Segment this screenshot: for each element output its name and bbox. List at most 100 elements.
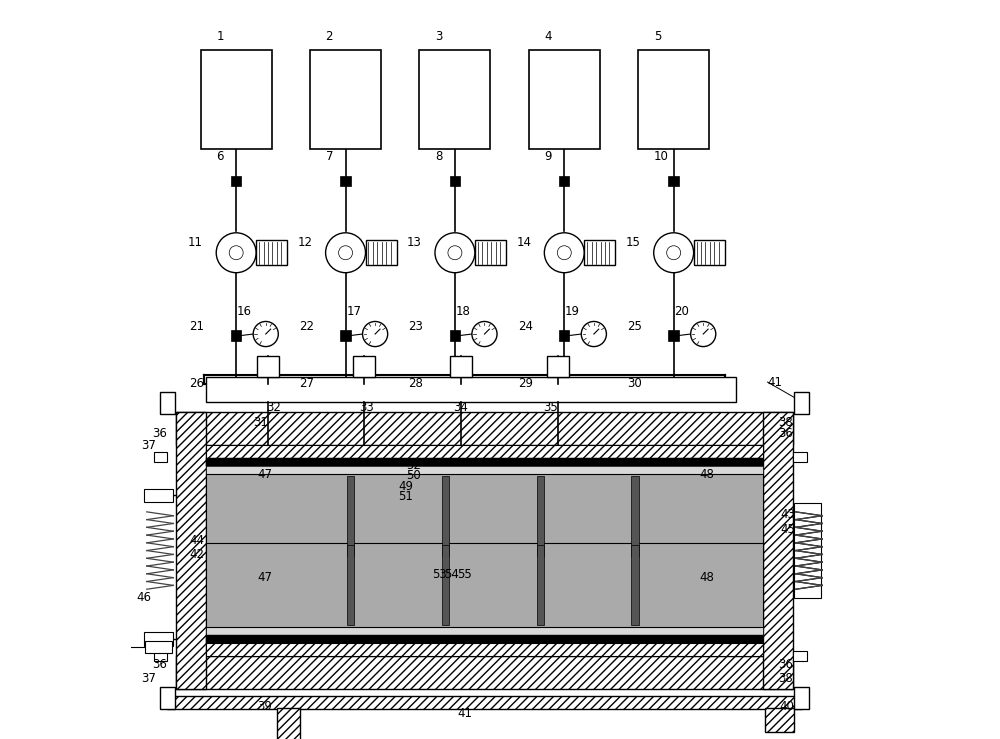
Bar	[256, 240, 287, 265]
Bar	[340, 330, 351, 341]
Text: 49: 49	[398, 480, 413, 493]
Circle shape	[113, 653, 117, 657]
Text: 42: 42	[190, 548, 205, 561]
Bar	[353, 356, 375, 377]
Text: 43: 43	[781, 508, 796, 521]
Text: 31: 31	[253, 416, 268, 429]
Bar	[206, 635, 763, 643]
Bar	[206, 458, 763, 466]
Bar	[694, 240, 725, 265]
Text: 24: 24	[518, 320, 533, 333]
Text: 17: 17	[346, 305, 361, 319]
Bar	[206, 627, 763, 635]
Circle shape	[691, 321, 716, 347]
Bar	[176, 656, 793, 689]
Bar	[793, 452, 807, 462]
Bar	[206, 466, 763, 474]
Text: 37: 37	[141, 439, 156, 452]
Bar	[144, 633, 173, 646]
Bar	[154, 452, 167, 462]
Text: 39: 39	[258, 700, 272, 713]
Text: 19: 19	[565, 305, 580, 319]
Bar	[167, 696, 802, 709]
Bar	[763, 412, 793, 689]
Text: 50: 50	[406, 469, 421, 482]
Text: 18: 18	[456, 305, 471, 319]
Text: 46: 46	[136, 590, 151, 604]
Bar	[277, 708, 300, 739]
Bar	[176, 412, 793, 445]
Text: 25: 25	[627, 320, 642, 333]
Text: 33: 33	[360, 401, 374, 415]
Text: 27: 27	[299, 377, 314, 390]
Bar	[765, 708, 794, 732]
Bar	[442, 476, 449, 556]
Bar	[442, 545, 449, 625]
Text: 1: 1	[216, 30, 224, 44]
Bar	[450, 356, 472, 377]
Text: 34: 34	[453, 401, 468, 415]
Circle shape	[654, 233, 694, 273]
Circle shape	[86, 653, 91, 657]
Text: 22: 22	[299, 320, 314, 333]
Circle shape	[93, 653, 97, 657]
Text: 15: 15	[626, 236, 641, 249]
Text: 14: 14	[516, 236, 531, 249]
Bar	[584, 240, 615, 265]
Bar	[793, 651, 807, 661]
Text: 23: 23	[408, 320, 423, 333]
Text: 20: 20	[674, 305, 689, 319]
Bar	[537, 545, 544, 625]
Bar	[668, 176, 679, 186]
Bar	[206, 543, 763, 627]
Text: 45: 45	[781, 523, 796, 537]
Bar	[366, 240, 397, 265]
Bar	[347, 545, 354, 625]
Text: 32: 32	[266, 401, 281, 415]
Text: 9: 9	[544, 150, 552, 163]
Text: 55: 55	[457, 568, 472, 582]
Bar	[201, 50, 272, 149]
Text: 29: 29	[518, 377, 533, 390]
Circle shape	[326, 233, 366, 273]
Circle shape	[581, 321, 606, 347]
Bar	[231, 176, 241, 186]
Bar	[145, 641, 172, 653]
Bar	[114, 638, 123, 647]
Text: 41: 41	[457, 707, 472, 721]
Text: 47: 47	[258, 571, 273, 585]
Bar	[419, 50, 490, 149]
Bar	[794, 503, 821, 598]
Circle shape	[472, 321, 497, 347]
Bar	[206, 474, 763, 558]
Text: 54: 54	[445, 568, 459, 582]
Bar	[559, 176, 569, 186]
Bar	[206, 445, 763, 458]
Bar	[144, 488, 173, 502]
Bar	[638, 50, 709, 149]
Bar	[88, 638, 97, 647]
Text: 52: 52	[406, 459, 421, 472]
Text: 2: 2	[326, 30, 333, 44]
Text: 44: 44	[190, 534, 205, 548]
Circle shape	[253, 321, 278, 347]
Text: 4: 4	[544, 30, 552, 44]
Bar	[547, 356, 569, 377]
Text: 16: 16	[237, 305, 252, 319]
Bar	[475, 240, 506, 265]
Circle shape	[557, 246, 571, 259]
Text: 5: 5	[654, 30, 661, 44]
Circle shape	[363, 321, 388, 347]
Text: 12: 12	[298, 236, 313, 249]
Text: 36: 36	[153, 426, 168, 440]
Bar	[231, 330, 241, 341]
Text: 11: 11	[188, 236, 203, 249]
Circle shape	[119, 653, 124, 657]
Circle shape	[435, 233, 475, 273]
Bar	[668, 330, 679, 341]
Circle shape	[216, 233, 256, 273]
Bar	[101, 638, 110, 647]
Bar	[84, 633, 127, 661]
Text: 53: 53	[432, 568, 447, 582]
Bar	[450, 176, 460, 186]
